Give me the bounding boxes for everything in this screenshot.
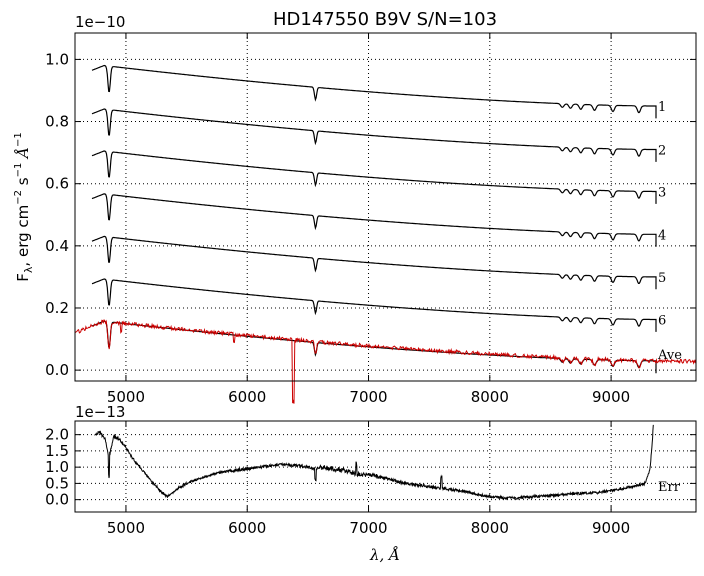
series-line-4 [91,193,657,247]
error-panel: 5000 6000 7000 8000 9000 0.00.51.01.52.0 Err [45,420,697,537]
main-ytick-label: 0.6 [45,175,69,193]
main-xtick-label: 9000 [592,388,630,406]
main-xtick-label: 8000 [471,388,509,406]
main-ytick-label: 1.0 [45,50,69,68]
err-ytick-label: 2.0 [45,426,69,444]
err-ytick-label: 0.5 [45,474,69,492]
main-series-group [74,64,697,404]
main-ytick-label: 0.8 [45,113,69,131]
series-label-Ave: Ave [657,348,682,363]
series-label-3: 3 [658,185,666,200]
err-xtick-label: 8000 [471,519,509,537]
y-label-s: s [14,177,32,190]
series-label-4: 4 [658,228,666,243]
main-xtick-label: 6000 [228,388,266,406]
err-xtick-label: 6000 [228,519,266,537]
y-label-units: , erg cm [14,205,32,267]
series-label-6: 6 [658,313,666,328]
error-series-label: Err [658,480,681,495]
error-series-line [94,424,654,501]
y-label-sup1: −2 [13,190,24,205]
series-line-5 [91,235,657,290]
main-xtick-label: 5000 [107,388,145,406]
main-ytick-label: 0.4 [45,237,69,255]
main-xtick-label: 7000 [349,388,387,406]
err-xtick-label: 5000 [107,519,145,537]
err-ytick-label: 1.0 [45,458,69,476]
error-grid [75,421,696,512]
main-ytick-label: 0.0 [45,361,69,379]
y-axis-label: Fλ, erg cm−2 s−1 Å−1 [13,132,35,281]
err-ytick-label: 1.5 [45,442,69,460]
err-ytick-label: 0.0 [45,491,69,509]
error-offset-text: 1e−13 [75,403,125,421]
series-line-observed [74,318,697,404]
series-line-1 [91,64,657,119]
y-label-lambda: λ [22,266,35,273]
main-ytick-label: 0.2 [45,299,69,317]
main-ticks: 5000 6000 7000 8000 9000 0.0 0.2 0.4 0.6 0.8 1.0 [45,33,696,406]
main-offset-text: 1e−10 [75,13,125,31]
series-line-2 [91,108,657,162]
error-axes-frame [74,420,697,513]
x-axis-label: λ, Å [369,546,400,564]
series-line-3 [91,150,657,204]
error-ticks: 5000 6000 7000 8000 9000 0.00.51.01.52.0 [45,421,696,537]
main-axes-frame [74,32,697,382]
series-label-2: 2 [658,144,666,159]
main-spectrum-panel: 5000 6000 7000 8000 9000 0.0 0.2 0.4 0.6 0.8 1.0 1… [45,32,697,406]
series-label-5: 5 [658,271,666,286]
chart-title: HD147550 B9V S/N=103 [273,9,497,30]
err-xtick-label: 9000 [592,519,630,537]
series-label-1: 1 [658,100,666,115]
err-xtick-label: 7000 [349,519,387,537]
main-series-labels: 1 2 3 4 5 6 Ave [657,100,682,363]
y-label-f: F [14,273,32,282]
y-label-sup2: −1 [13,163,24,178]
series-line-6 [91,278,657,332]
y-label-angstrom: Å [14,147,32,163]
y-label-sup3: −1 [13,132,24,147]
